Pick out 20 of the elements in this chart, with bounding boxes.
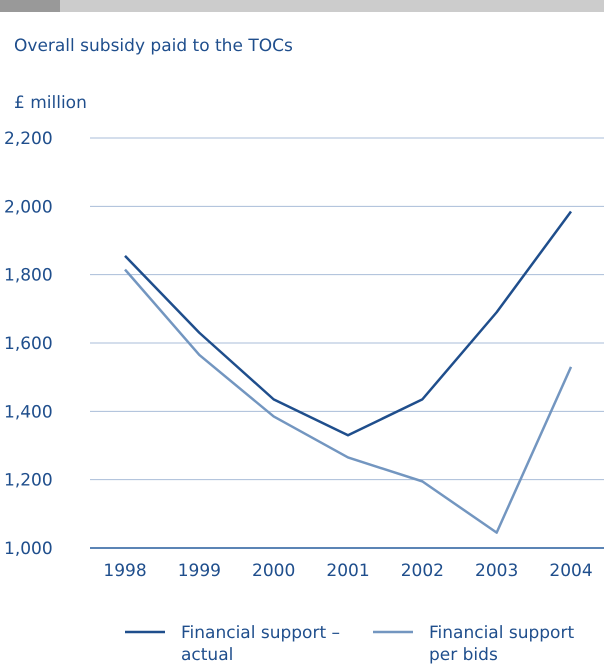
x-tick-label: 1998 (103, 561, 147, 581)
y-tick-label: 2,200 (4, 128, 53, 149)
x-tick-label: 1999 (178, 561, 221, 581)
legend-label: Financial support – actual (181, 623, 340, 666)
y-tick-label: 1,600 (4, 334, 53, 354)
chart-title: Overall subsidy paid to the TOCs (14, 36, 293, 56)
line-series (124, 210, 572, 436)
x-tick-label: 2001 (326, 561, 370, 581)
x-tick-label: 2004 (549, 561, 593, 581)
y-tick-label: 2,000 (4, 197, 53, 218)
y-tick-label: 1,800 (4, 266, 53, 286)
y-tick-label: 1,400 (4, 402, 53, 422)
y-tick-label: 1,200 (4, 470, 53, 491)
line-series (124, 268, 572, 534)
y-tick-label: 1,000 (4, 538, 53, 559)
y-axis-title: £ million (14, 93, 87, 113)
legend-label: Financial support per bids (429, 623, 574, 666)
x-tick-label: 2000 (252, 561, 296, 581)
x-tick-label: 2003 (475, 561, 518, 581)
x-tick-label: 2002 (400, 561, 444, 581)
